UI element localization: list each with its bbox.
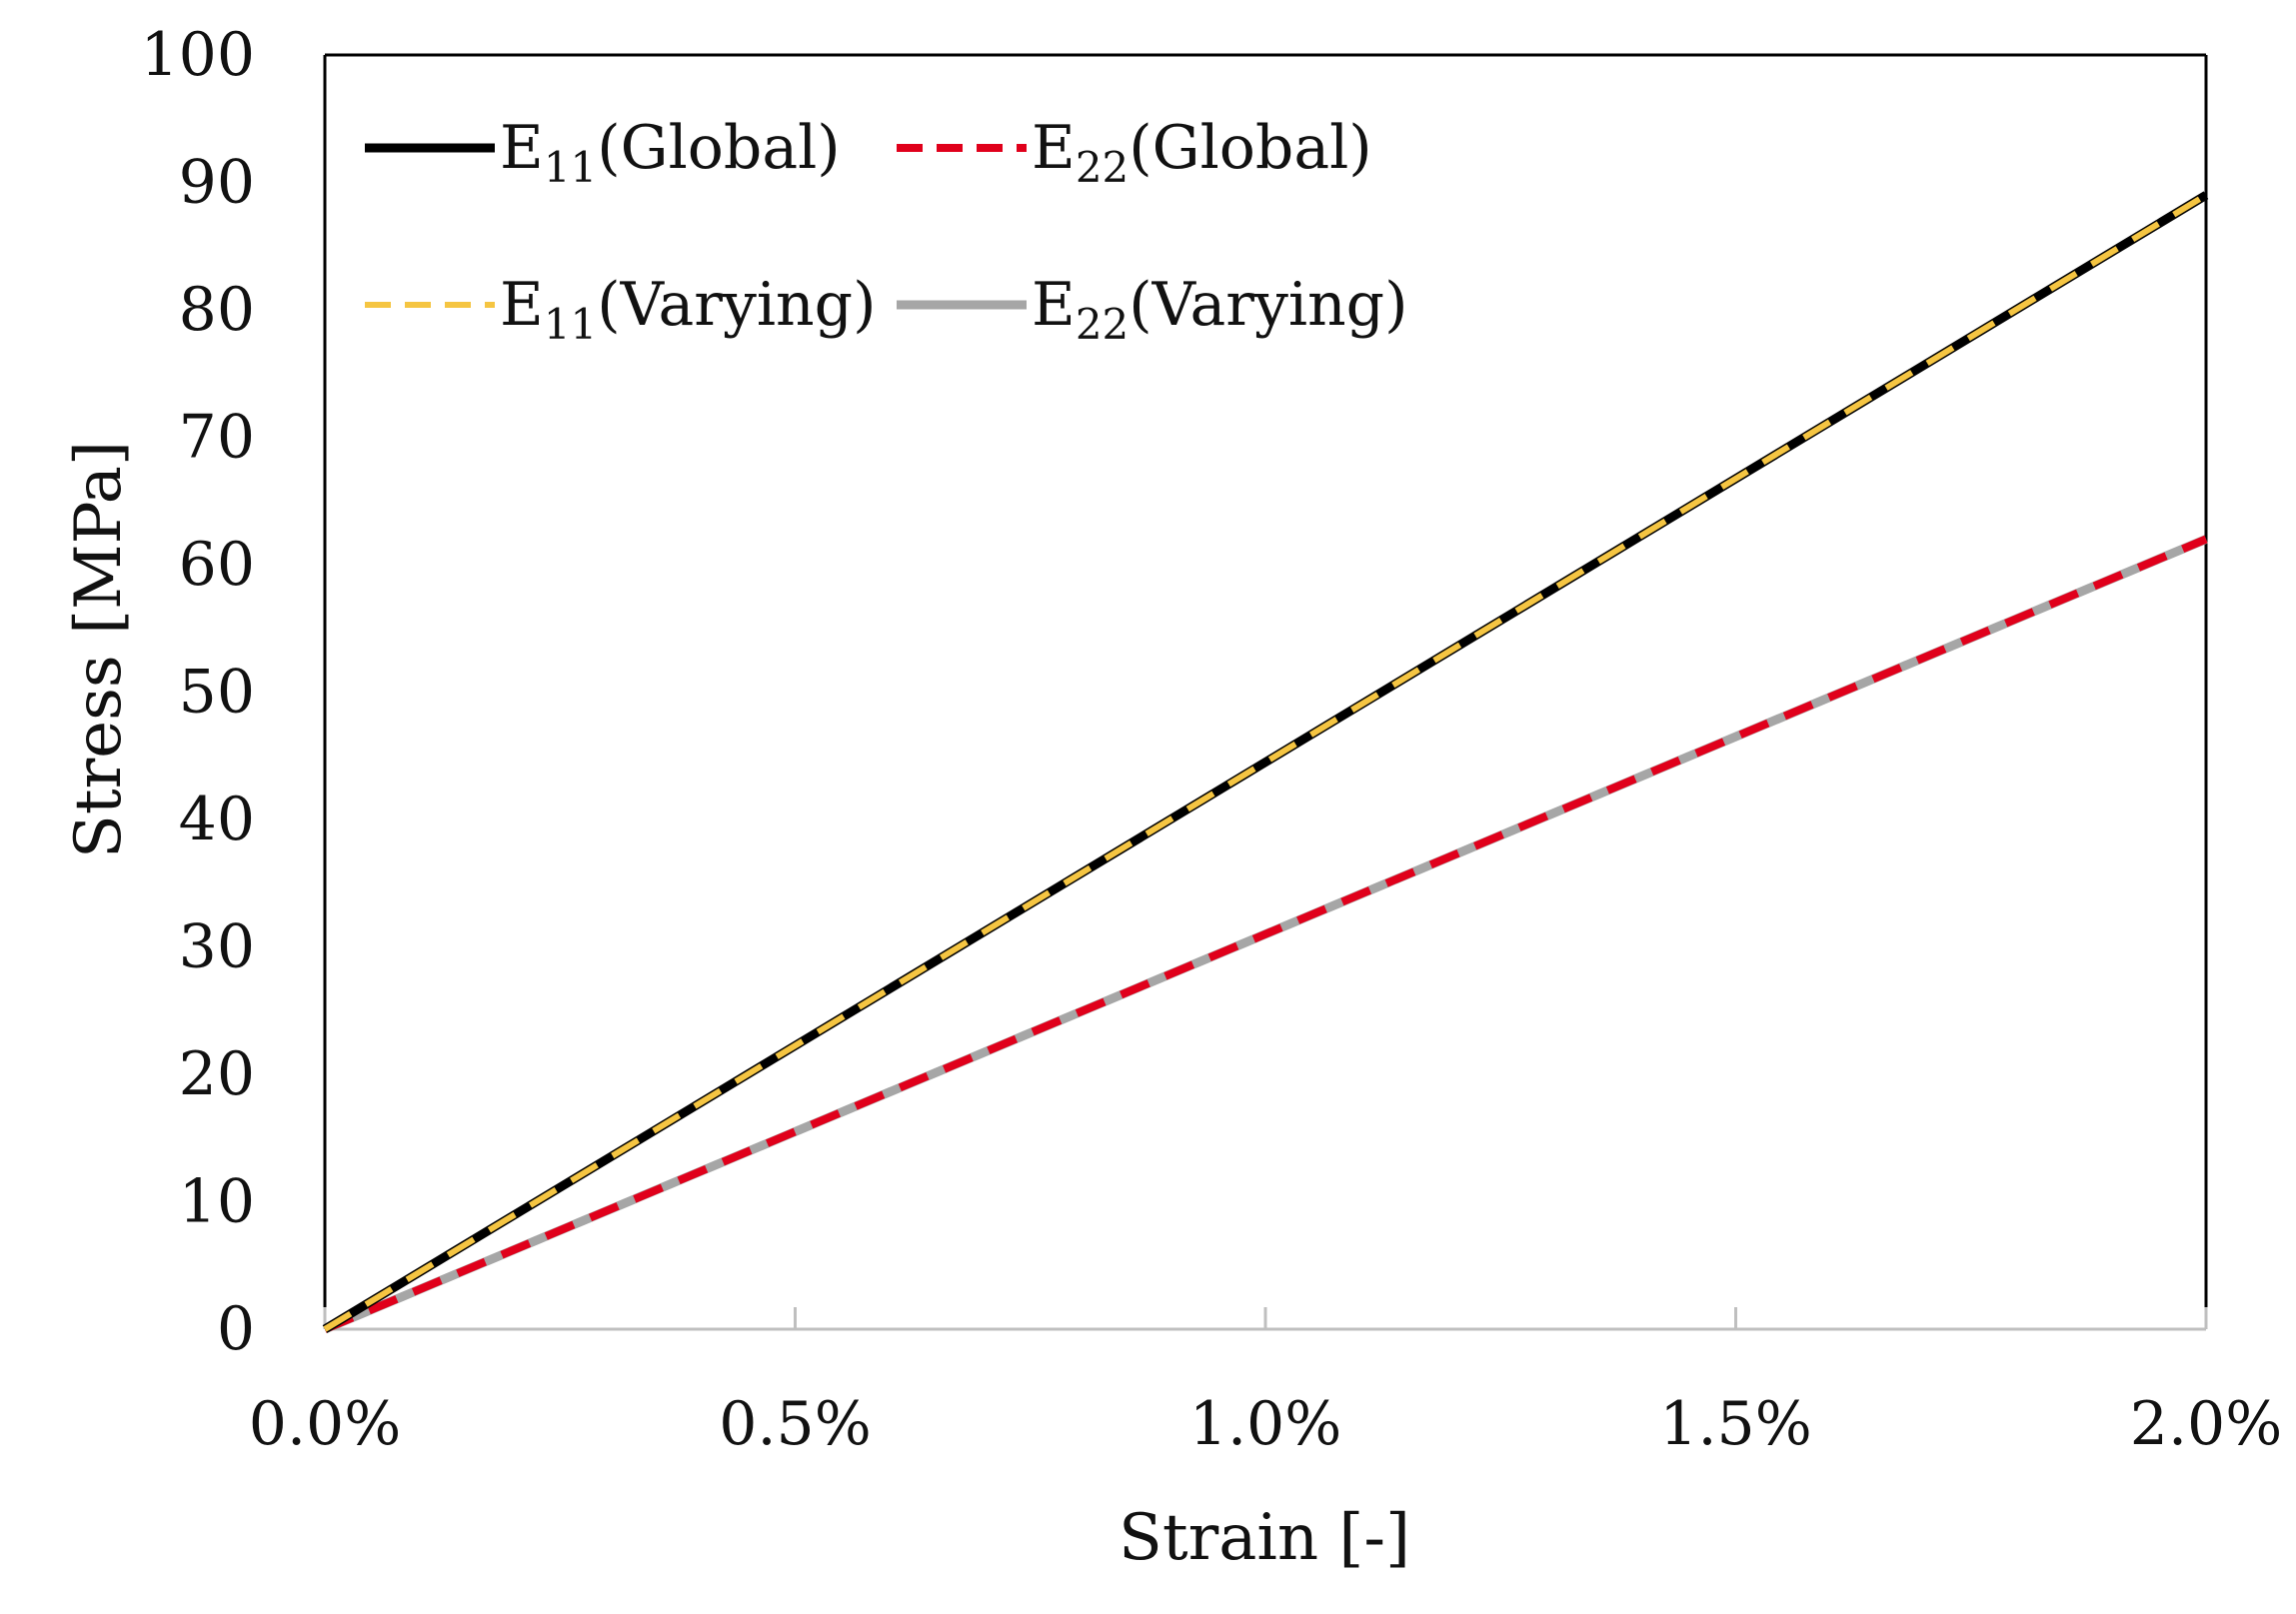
x-tick-label: 0.0% — [249, 1389, 401, 1459]
legend-item-e22-varying: E22(Varying) — [897, 270, 1408, 349]
legend-label: E11(Varying) — [500, 270, 877, 349]
y-tick-label: 50 — [179, 658, 255, 728]
y-tick-label: 10 — [179, 1167, 255, 1237]
y-tick-label: 0 — [217, 1294, 255, 1364]
legend-label: E22(Global) — [1032, 113, 1372, 192]
y-tick-label: 80 — [179, 275, 255, 345]
legend: E11(Global) E22(Global) E11(Varying) E22(Va… — [365, 113, 1408, 349]
x-axis-title: Strain [-] — [1119, 1501, 1410, 1575]
plot-lines — [322, 191, 2209, 1334]
series-line-e22-global — [323, 535, 2208, 1333]
y-tick-label: 70 — [179, 403, 255, 473]
series-line-e11-varying — [323, 192, 2208, 1332]
legend-label: E22(Varying) — [1032, 270, 1408, 349]
y-axis-title: Stress [MPa] — [62, 441, 136, 858]
legend-label: E11(Global) — [500, 113, 841, 192]
y-tick-label: 30 — [179, 912, 255, 982]
y-tick-label: 90 — [179, 148, 255, 218]
x-tick-label: 1.5% — [1659, 1389, 1811, 1459]
y-tick-label: 40 — [179, 785, 255, 854]
legend-item-e11-varying: E11(Varying) — [365, 270, 877, 349]
x-tick-label: 1.0% — [1189, 1389, 1341, 1459]
legend-item-e22-global: E22(Global) — [897, 113, 1372, 192]
axes: 0.0% 0.5% 1.0% 1.5% 2.0% 0 10 20 30 40 50 60 70 80 90 1… — [140, 20, 2282, 1459]
y-tick-label: 60 — [179, 530, 255, 600]
x-tick-label: 0.5% — [719, 1389, 871, 1459]
y-tick-label: 100 — [140, 20, 255, 90]
legend-item-e11-global: E11(Global) — [365, 113, 841, 192]
y-tick-label: 20 — [179, 1039, 255, 1109]
x-tick-label: 2.0% — [2130, 1389, 2282, 1459]
